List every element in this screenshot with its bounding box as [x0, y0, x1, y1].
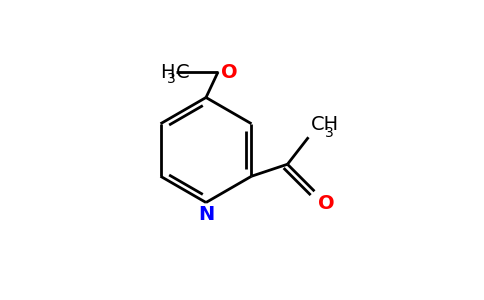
Text: O: O [221, 62, 238, 82]
Text: C: C [176, 62, 190, 82]
Text: 3: 3 [325, 126, 334, 140]
Text: O: O [318, 194, 335, 213]
Text: CH: CH [311, 115, 339, 134]
Text: H: H [160, 62, 175, 82]
Text: N: N [198, 206, 214, 224]
Text: 3: 3 [166, 72, 175, 86]
